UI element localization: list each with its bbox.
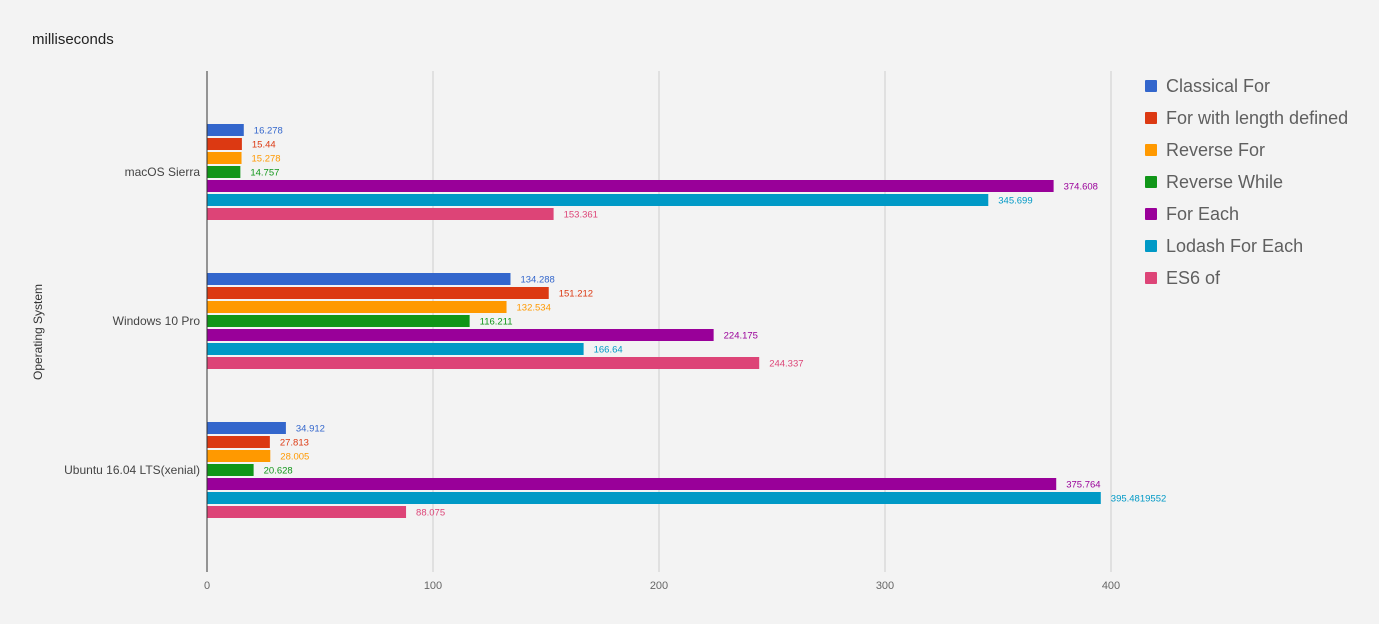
bar — [207, 329, 714, 341]
bar — [207, 287, 549, 299]
data-label: 345.699 — [998, 196, 1032, 207]
data-label: 132.534 — [517, 303, 551, 314]
axes: 0 100 200 300 400 macOS Sierra Windows 10 Pro U… — [64, 71, 1120, 592]
chart-title: milliseconds — [32, 31, 114, 48]
bar — [207, 357, 760, 369]
bar — [207, 194, 989, 206]
bar — [207, 208, 554, 220]
x-tick-label: 200 — [650, 580, 668, 592]
legend-label: Reverse While — [1166, 171, 1284, 192]
legend-item: Reverse For — [1145, 134, 1348, 166]
category-label: Windows 10 Pro — [113, 314, 201, 328]
legend-item: Reverse While — [1145, 166, 1348, 198]
data-label: 27.813 — [280, 438, 309, 449]
x-tick-label: 0 — [204, 580, 210, 592]
bar — [207, 166, 241, 178]
legend-swatch — [1145, 240, 1157, 252]
legend-swatch — [1145, 272, 1157, 284]
bar — [207, 422, 286, 434]
legend-label: ES6 of — [1166, 267, 1221, 288]
legend-item: ES6 of — [1145, 262, 1348, 294]
bar — [207, 180, 1054, 192]
legend-swatch — [1145, 208, 1157, 220]
bar — [207, 152, 242, 164]
data-label: 244.337 — [769, 359, 803, 370]
legend-label: Lodash For Each — [1166, 235, 1304, 256]
data-label: 153.361 — [564, 210, 598, 221]
data-label: 15.44 — [252, 140, 276, 151]
bar — [207, 124, 244, 136]
legend-label: Reverse For — [1166, 139, 1266, 160]
data-label: 28.005 — [280, 452, 309, 463]
legend-item: Classical For — [1145, 70, 1348, 102]
legend-item: For with length defined — [1145, 102, 1348, 134]
legend-label: For Each — [1166, 203, 1240, 224]
bar — [207, 273, 511, 285]
data-label: 374.608 — [1064, 182, 1098, 193]
legend-swatch — [1145, 80, 1157, 92]
legend-swatch — [1145, 112, 1157, 124]
legend-swatch — [1145, 176, 1157, 188]
data-label: 166.64 — [594, 345, 623, 356]
legend-swatch — [1145, 144, 1157, 156]
bar — [207, 301, 507, 313]
bar — [207, 315, 470, 327]
legend-label: Classical For — [1166, 75, 1271, 96]
bar — [207, 138, 242, 150]
legend-item: Lodash For Each — [1145, 230, 1348, 262]
data-label: 224.175 — [724, 331, 758, 342]
bar — [207, 436, 270, 448]
bar — [207, 464, 254, 476]
x-tick-label: 100 — [424, 580, 442, 592]
data-labels: 16.278 15.44 15.278 14.757 374.608 345.699 153… — [250, 126, 1166, 519]
data-label: 151.212 — [559, 289, 593, 300]
bar — [207, 492, 1101, 504]
data-label: 15.278 — [252, 154, 281, 165]
bars — [207, 124, 1101, 518]
bar — [207, 343, 584, 355]
x-tick-label: 300 — [876, 580, 894, 592]
y-axis-title: Operating System — [31, 284, 45, 380]
data-label: 375.764 — [1066, 480, 1100, 491]
category-label: Ubuntu 16.04 LTS(xenial) — [64, 463, 200, 477]
data-label: 395.4819552 — [1111, 494, 1166, 505]
data-label: 116.211 — [480, 317, 513, 328]
data-label: 14.757 — [250, 168, 279, 179]
legend-label: For with length defined — [1166, 107, 1349, 128]
bar — [207, 506, 407, 518]
bar — [207, 478, 1057, 490]
x-tick-label: 400 — [1102, 580, 1120, 592]
legend: Classical For For with length defined Reve… — [1145, 70, 1348, 294]
data-label: 34.912 — [296, 424, 325, 435]
data-label: 134.288 — [520, 275, 554, 286]
data-label: 20.628 — [264, 466, 293, 477]
data-label: 16.278 — [254, 126, 283, 137]
bar — [207, 450, 271, 462]
category-label: macOS Sierra — [125, 165, 201, 179]
legend-item: For Each — [1145, 198, 1348, 230]
data-label: 88.075 — [416, 508, 445, 519]
